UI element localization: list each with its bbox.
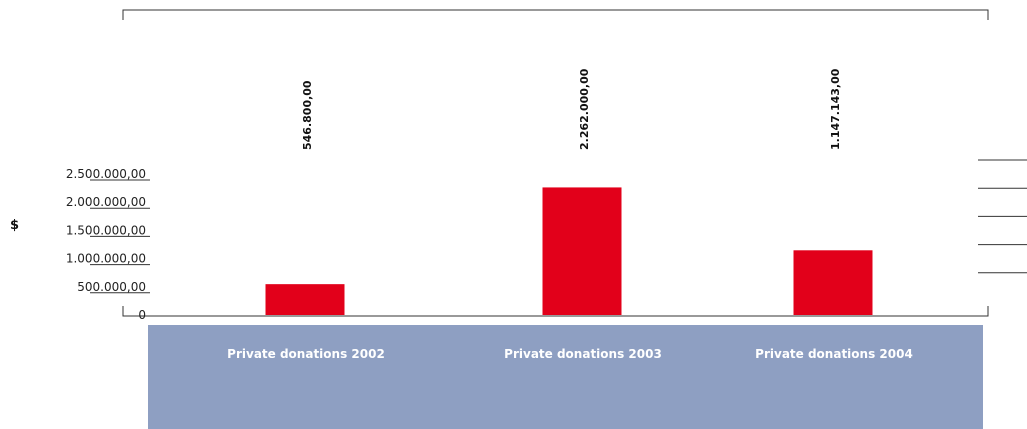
y-tick-label: 2.000.000,00	[66, 195, 146, 209]
y-axis-unit: $	[10, 218, 19, 233]
y-tick-label: 500.000,00	[77, 280, 146, 294]
value-label: 546.800,00	[301, 80, 314, 150]
right-tick-rules	[978, 159, 1027, 274]
y-tick-label: 1.500.000,00	[66, 223, 146, 237]
bar	[265, 284, 345, 315]
top-frame	[122, 9, 989, 20]
value-labels-group: 546.800,00 2.262.000,00 1.147.143,00	[301, 68, 842, 150]
y-tick-label: 1.000.000,00	[66, 252, 146, 266]
category-labels-group: Private donations 2002 Private donations …	[227, 347, 913, 361]
value-label: 1.147.143,00	[829, 68, 842, 150]
category-label: Private donations 2004	[755, 347, 913, 361]
baseline-frame	[122, 306, 989, 317]
y-axis-ticks: 0 500.000,00 1.000.000,00 1.500.000,00 2.000…	[66, 167, 150, 322]
category-band	[148, 325, 983, 429]
bars-group	[265, 187, 873, 315]
category-label: Private donations 2003	[504, 347, 662, 361]
bar	[542, 187, 622, 315]
y-tick-label: 2.500.000,00	[66, 167, 146, 181]
y-tick-label: 0	[138, 308, 146, 322]
value-label: 2.262.000,00	[578, 68, 591, 150]
bar	[793, 250, 873, 315]
category-label: Private donations 2002	[227, 347, 385, 361]
